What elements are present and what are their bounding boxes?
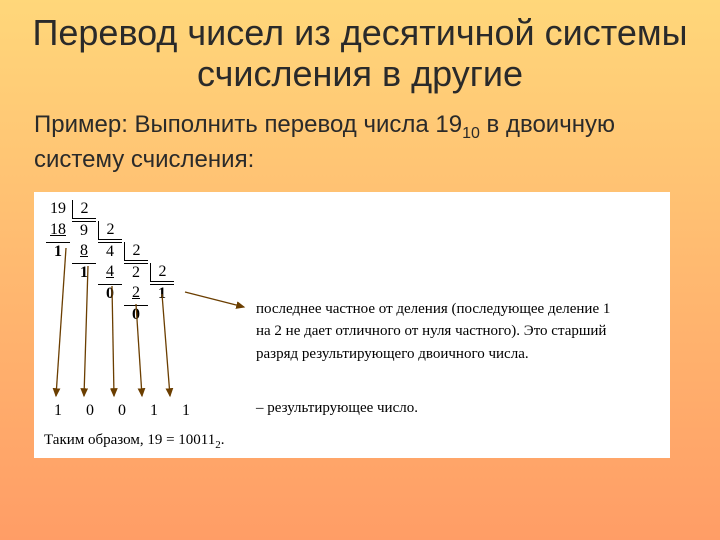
divisor-2-c: 2 bbox=[124, 242, 148, 261]
sub-2: 2 bbox=[124, 284, 148, 303]
quotient-4: 4 bbox=[98, 242, 122, 261]
quotient-2: 2 bbox=[124, 263, 148, 282]
division-ladder: 19 2 18 9 2 1 8 4 2 1 4 2 2 0 2 bbox=[44, 198, 202, 326]
quotient-9: 9 bbox=[72, 221, 96, 240]
result-digit-0: 1 bbox=[44, 402, 72, 420]
remainder-1a: 1 bbox=[46, 242, 70, 261]
subtitle-pre: Пример: Выполнить перевод числа 19 bbox=[34, 111, 462, 138]
annotation-last-quotient: последнее частное от деления (последующе… bbox=[256, 298, 666, 366]
annotation-line-3: разряд результирующего двоичного числа. bbox=[256, 343, 666, 366]
result-label: – результирующее число. bbox=[256, 400, 418, 417]
result-digit-2: 0 bbox=[108, 402, 136, 420]
result-digits-row: 1 0 0 1 1 bbox=[44, 402, 200, 420]
sub-18: 18 bbox=[46, 221, 70, 240]
divisor-2-a: 2 bbox=[72, 200, 96, 219]
dividend-19: 19 bbox=[46, 200, 70, 219]
quotient-1: 1 bbox=[150, 284, 174, 303]
result-digit-4: 1 bbox=[172, 402, 200, 420]
slide-subtitle: Пример: Выполнить перевод числа 1910 в д… bbox=[28, 109, 692, 176]
sub-4: 4 bbox=[98, 263, 122, 282]
divisor-2-b: 2 bbox=[98, 221, 122, 240]
slide-title: Перевод чисел из десятичной системы счис… bbox=[28, 12, 692, 95]
subtitle-subscript: 10 bbox=[462, 125, 480, 142]
remainder-0b: 0 bbox=[124, 305, 148, 324]
result-digit-3: 1 bbox=[140, 402, 168, 420]
sub-8: 8 bbox=[72, 242, 96, 261]
annotation-line-2: на 2 не дает отличного от нуля частного)… bbox=[256, 320, 666, 343]
result-digit-1: 0 bbox=[76, 402, 104, 420]
conclusion-pre: Таким образом, 19 = 10011 bbox=[44, 432, 215, 448]
conclusion: Таким образом, 19 = 100112. bbox=[44, 432, 225, 451]
divisor-2-d: 2 bbox=[150, 263, 174, 282]
remainder-1b: 1 bbox=[72, 263, 96, 282]
division-figure: 19 2 18 9 2 1 8 4 2 1 4 2 2 0 2 bbox=[34, 192, 670, 458]
conclusion-post: . bbox=[221, 432, 225, 448]
remainder-0a: 0 bbox=[98, 284, 122, 303]
annotation-line-1: последнее частное от деления (последующе… bbox=[256, 298, 666, 321]
